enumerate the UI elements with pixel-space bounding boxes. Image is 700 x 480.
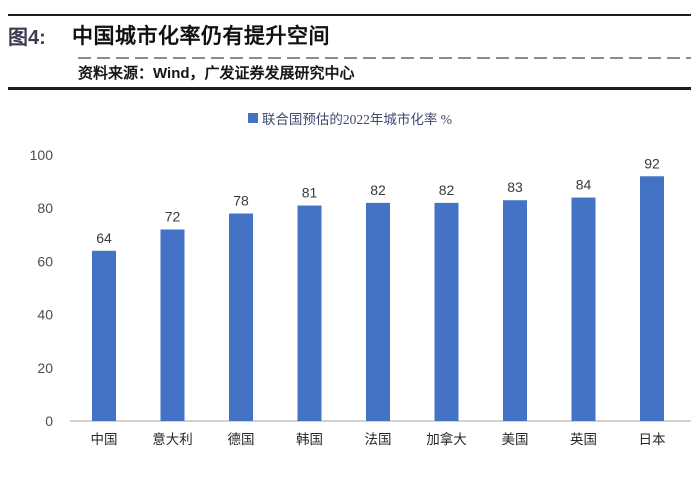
bar <box>571 197 596 421</box>
header-dashed-rule <box>78 57 691 59</box>
y-tick-label: 80 <box>37 200 53 216</box>
legend-label: 联合国预估的2022年城市化率 % <box>261 112 453 127</box>
x-category-label: 美国 <box>502 432 529 447</box>
bar-value-label: 78 <box>233 193 249 209</box>
legend-swatch-icon <box>247 113 258 123</box>
y-tick-label: 0 <box>45 413 53 429</box>
x-category-label: 加拿大 <box>426 431 467 447</box>
bar <box>160 229 185 421</box>
x-category-label: 日本 <box>639 432 667 447</box>
bar <box>229 213 253 421</box>
bar <box>366 202 390 421</box>
x-category-label: 意大利 <box>152 431 193 447</box>
x-category-label: 法国 <box>365 432 392 447</box>
x-category-label: 韩国 <box>296 432 323 447</box>
source-line: 资料来源：Wind，广发证券发展研究中心 <box>78 65 355 82</box>
bar <box>297 205 322 421</box>
bar-value-label: 64 <box>96 230 112 246</box>
bar <box>434 202 459 421</box>
bar <box>503 200 527 421</box>
header-top-rule <box>8 14 691 16</box>
y-tick-label: 100 <box>30 147 54 163</box>
y-tick-label: 20 <box>37 360 53 376</box>
bar-value-label: 81 <box>302 185 318 201</box>
x-category-label: 德国 <box>228 432 255 447</box>
chart-legend: 联合国预估的2022年城市化率 % <box>0 108 700 128</box>
header-bottom-rule <box>8 87 691 90</box>
bar-value-label: 92 <box>644 155 660 171</box>
bar-value-label: 82 <box>439 182 455 198</box>
bar-value-label: 82 <box>370 182 386 198</box>
bar-value-label: 84 <box>576 177 592 193</box>
bar <box>640 176 664 421</box>
y-tick-label: 40 <box>37 307 53 323</box>
bar <box>92 250 116 421</box>
bar-chart-svg: 0 20 40 60 80 100 64 中国 72 意大利 78 德国 81 韩国 82 法国 82 加拿大 83… <box>30 147 691 447</box>
figure-label: 图4: <box>8 27 46 49</box>
bar-value-label: 83 <box>507 179 523 195</box>
x-category-label: 中国 <box>91 432 118 447</box>
bar-value-label: 72 <box>165 208 181 224</box>
y-tick-label: 60 <box>37 253 53 269</box>
page-title: 中国城市化率仍有提升空间 <box>72 25 330 48</box>
x-category-label: 英国 <box>570 431 597 447</box>
